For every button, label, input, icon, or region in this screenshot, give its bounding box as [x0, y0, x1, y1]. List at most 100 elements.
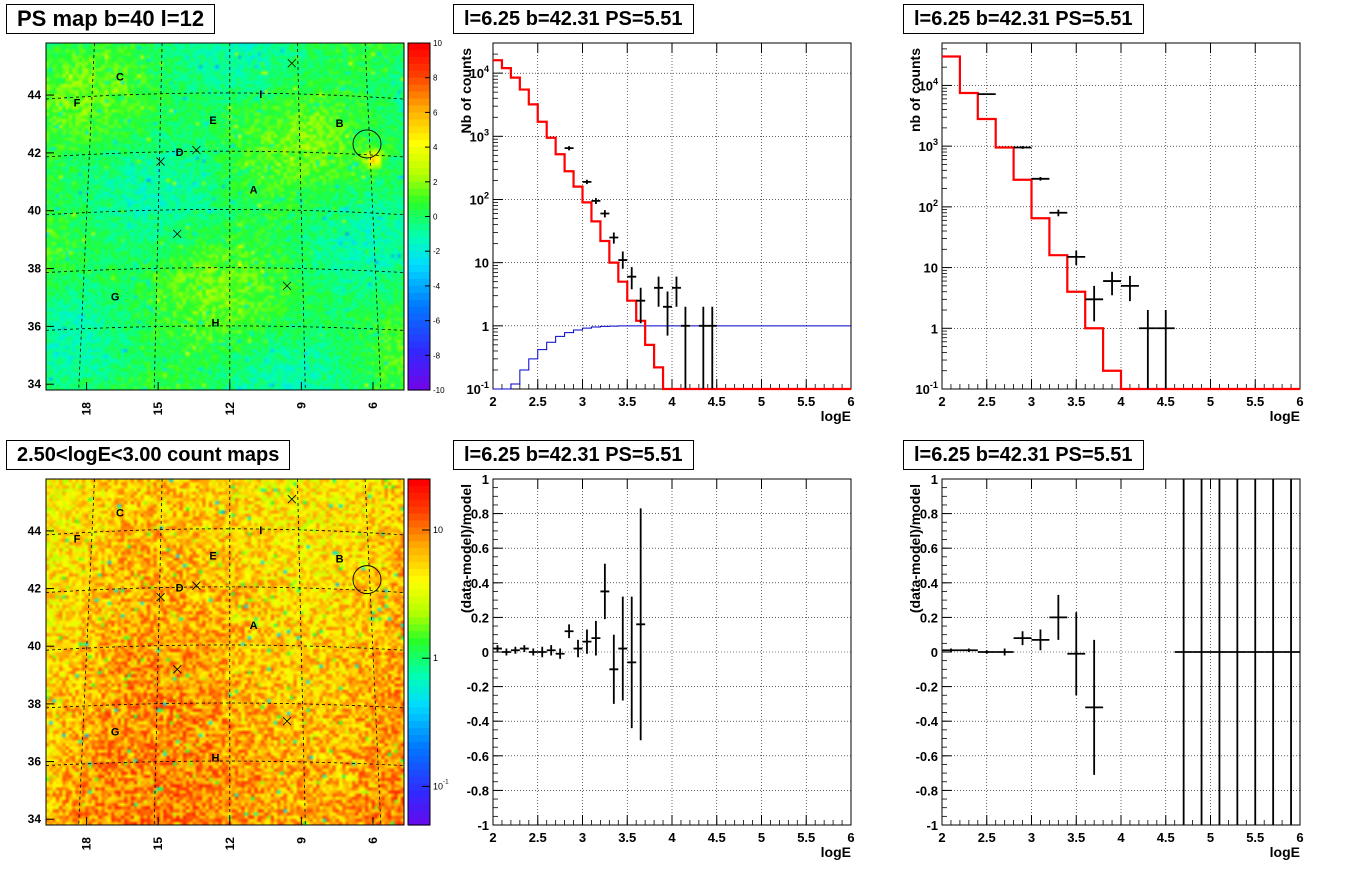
y-tick-label: -0.4: [467, 714, 490, 729]
colorbar-cell: [408, 555, 430, 563]
colorbar-cell: [408, 568, 430, 577]
y-axis-title: (data-model)/model: [458, 484, 474, 613]
colorbar-tick-label: 2: [433, 178, 438, 187]
colorbar-cell: [408, 534, 430, 542]
y-tick-label: 42: [28, 146, 42, 160]
source-label: I: [259, 525, 262, 537]
colorbar-cell: [408, 797, 430, 805]
y-axis-title: nb of counts: [907, 48, 923, 132]
x-tick-label: 2.5: [978, 394, 996, 409]
residual-point: [1174, 479, 1193, 825]
colorbar-cell: [408, 292, 430, 301]
colorbar-cell: [408, 707, 430, 715]
colorbar-cell: [408, 174, 430, 183]
colorbar-cell: [408, 755, 430, 764]
count-map-graticule-lon: [78, 478, 95, 826]
x-tick-label: 3: [579, 830, 586, 845]
colorbar-cell: [408, 181, 430, 190]
residual-1: 2 2.5 3 3.5 4 4.5 5 5.5 6 -1 -0.8 -0.6 -0.4 -0.2 0 0.2 0…: [458, 472, 855, 860]
x-tick-label: 18: [80, 837, 94, 851]
colorbar-cell: [408, 167, 430, 176]
y-tick-label: 38: [28, 697, 42, 711]
residual-point: [1049, 594, 1068, 640]
y-tick-label: -0.2: [467, 680, 489, 695]
colorbar-cell: [408, 541, 430, 549]
y-tick-label: 10-1: [466, 380, 489, 397]
data-point: [1121, 275, 1139, 302]
colorbar-tick-label: 4: [433, 143, 438, 152]
y-tick-label: 0.6: [471, 541, 489, 556]
residual-point: [591, 620, 601, 656]
colorbar-cell: [408, 603, 430, 612]
colorbar-cell: [408, 320, 430, 329]
source-label: G: [111, 291, 120, 303]
x-tick-label: 5.5: [1246, 394, 1264, 409]
ps-circle: [352, 565, 382, 595]
colorbar-cell: [408, 154, 430, 162]
colorbar-cell: [408, 140, 430, 148]
y-tick-label: -1: [477, 818, 489, 833]
x-tick-label: 5: [758, 394, 765, 409]
residual-point: [573, 639, 583, 658]
x-tick-label: 18: [80, 402, 94, 416]
residual-point: [537, 646, 547, 658]
colorbar-tick-label: 0: [433, 213, 438, 222]
x-tick-label: 9: [294, 402, 308, 409]
x-tick-label: 5: [1207, 830, 1214, 845]
colorbar-cell: [408, 506, 430, 515]
x-tick-label: 6: [1296, 394, 1303, 409]
data-point: [698, 306, 708, 389]
x-tick-label: 6: [366, 837, 380, 844]
residual-point: [959, 648, 978, 652]
source-label: I: [259, 89, 262, 101]
colorbar-cell: [408, 285, 430, 294]
y-tick-label: 0.8: [920, 507, 938, 522]
data-point: [680, 306, 690, 389]
y-tick-label: 103: [918, 137, 938, 154]
y-tick-label: 10-1: [915, 380, 938, 397]
colorbar-tick-label: -4: [433, 282, 441, 291]
colorbar-cell: [408, 735, 430, 743]
residual-point: [528, 648, 538, 656]
colorbar-cell: [408, 783, 430, 791]
x-axis-title: logE: [1270, 844, 1300, 860]
x-axis-title: logE: [1270, 408, 1300, 424]
residual-point: [636, 508, 646, 741]
residual-point: [942, 648, 960, 652]
x-tick-label: 6: [847, 830, 854, 845]
colorbar-cell: [408, 202, 430, 211]
colorbar-cell: [408, 251, 430, 259]
colorbar-cell: [408, 721, 430, 729]
data-point: [707, 306, 717, 389]
data-point: [977, 93, 996, 95]
residual-point: [1085, 639, 1104, 775]
source-label: H: [211, 753, 219, 765]
x-tick-label: 6: [1296, 830, 1303, 845]
residual-point: [1013, 631, 1032, 646]
x-tick-label: 5.5: [1246, 830, 1264, 845]
x-tick-label: 2.5: [978, 830, 996, 845]
y-tick-label: 0.2: [920, 610, 938, 625]
count-map-frame: [45, 478, 405, 826]
colorbar-cell: [408, 748, 430, 757]
colorbar-cell: [408, 272, 430, 280]
y-tick-label: 42: [28, 582, 42, 596]
y-tick-label: 40: [28, 639, 42, 653]
source-label: E: [209, 551, 216, 563]
residual-point: [564, 624, 574, 639]
source-cross: [192, 145, 201, 155]
colorbar-tick-label: 6: [433, 108, 438, 117]
residual-point: [1067, 612, 1086, 696]
colorbar-cell: [408, 665, 430, 674]
source-cross: [172, 229, 182, 239]
x-tick-label: 5.5: [797, 394, 815, 409]
residual-point: [627, 596, 637, 729]
data-point: [627, 267, 637, 290]
colorbar-cell: [408, 49, 430, 58]
residual-point: [977, 650, 996, 654]
data-point: [1138, 310, 1157, 389]
residual-point: [1031, 629, 1050, 651]
colorbar-tick-label: -2: [433, 247, 441, 256]
residual-2: 2 2.5 3 3.5 4 4.5 5 5.5 6 -1 -0.8 -0.6 -0.4 -0.2 0 0.2 0…: [907, 472, 1304, 860]
x-tick-label: 3: [579, 394, 586, 409]
